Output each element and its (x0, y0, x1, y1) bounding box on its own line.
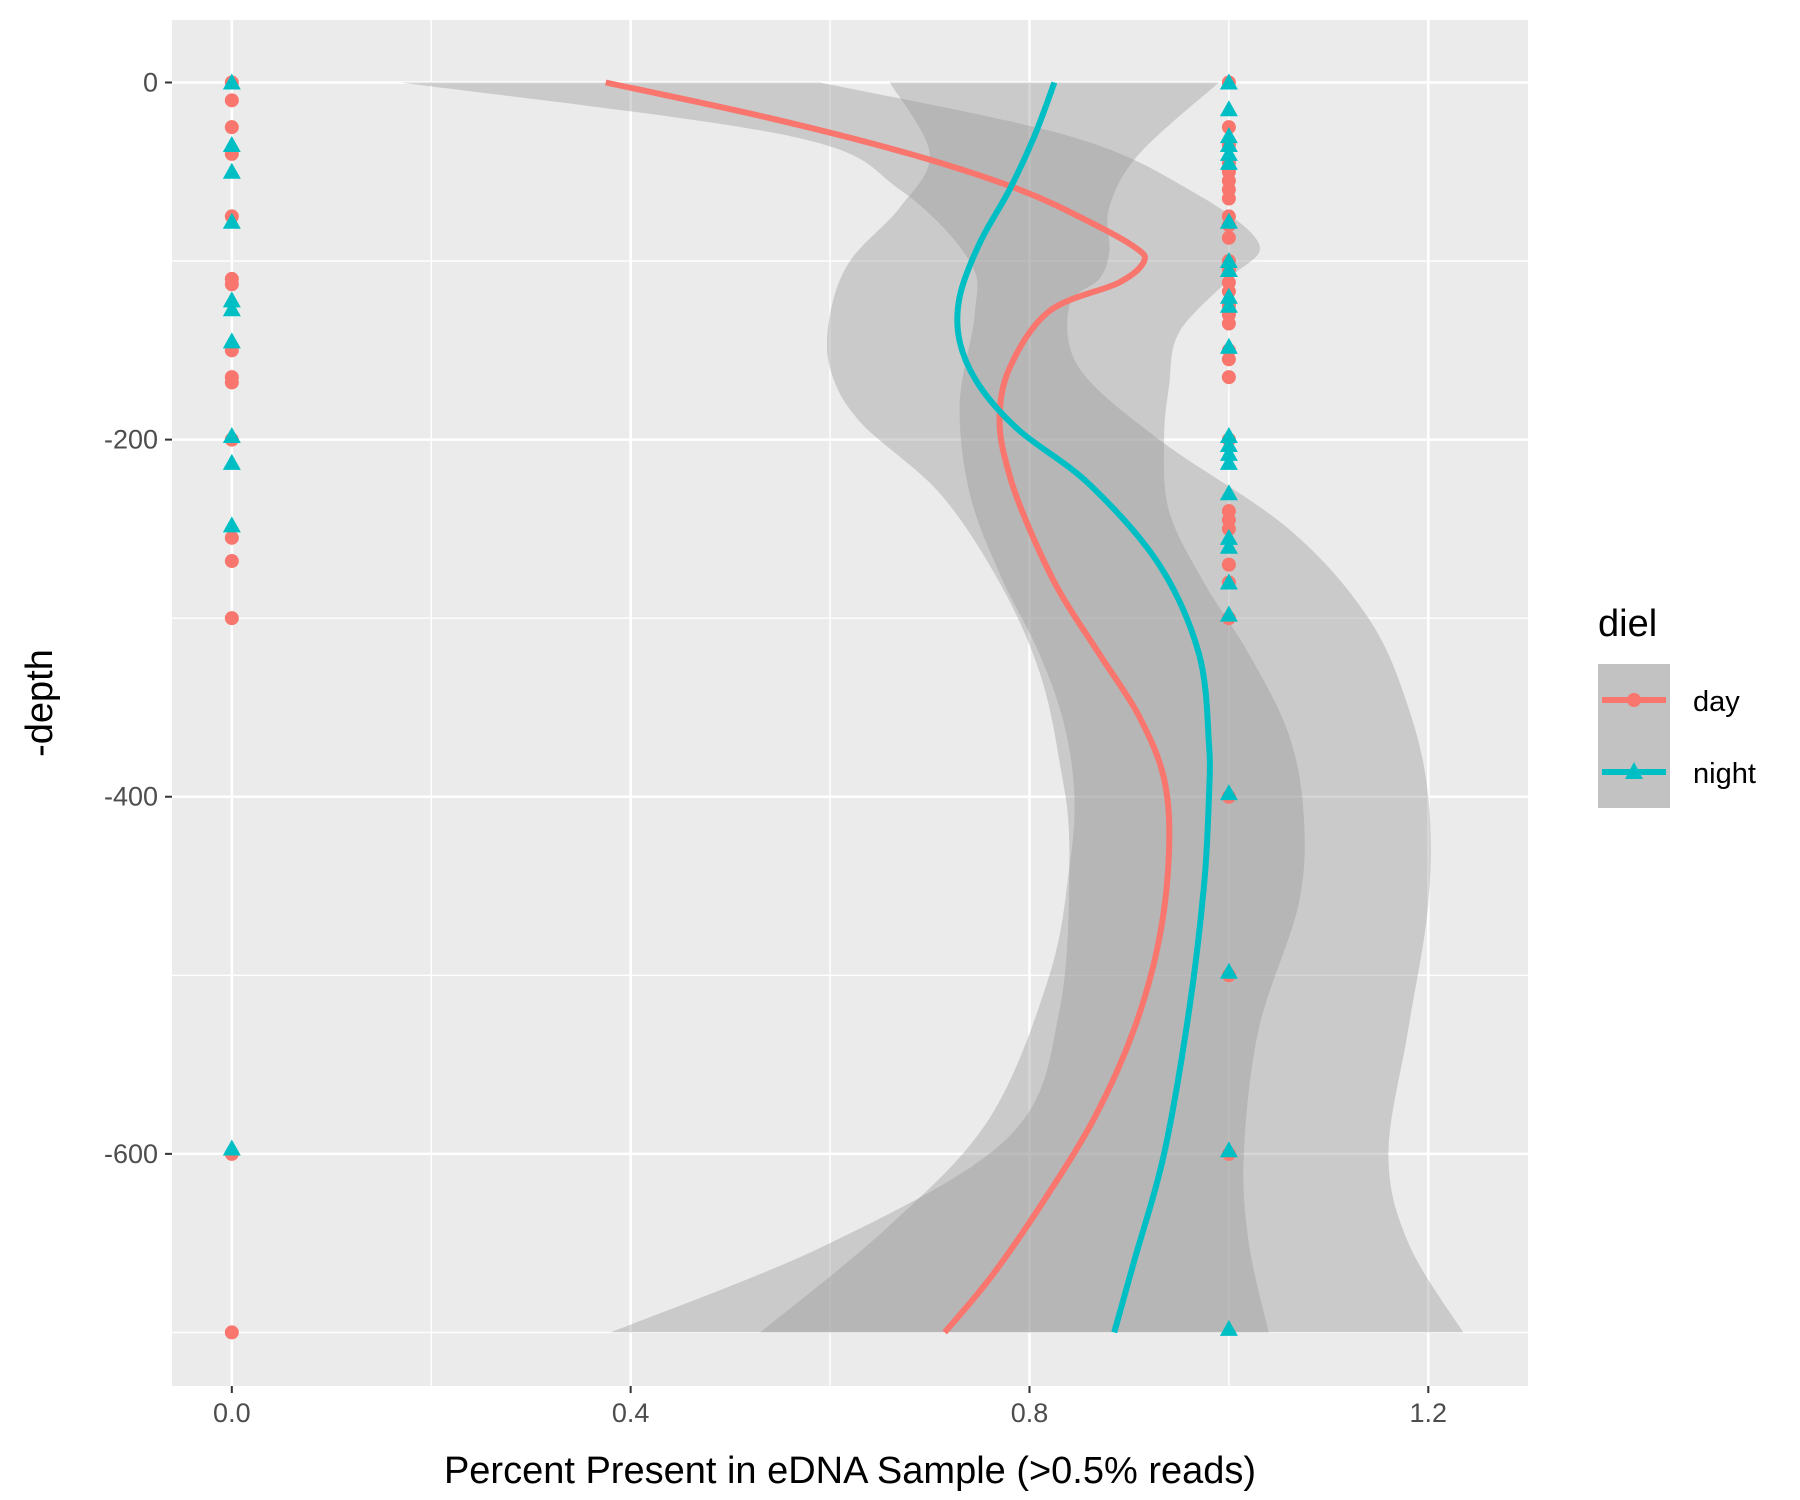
point-night (1219, 73, 1238, 90)
y-tick-label: -400 (104, 782, 158, 812)
plot-panel (172, 20, 1528, 1386)
legend-label-night: night (1693, 758, 1756, 790)
y-tick-label: -600 (104, 1139, 158, 1169)
legend-key-day-marker (1627, 693, 1641, 707)
x-axis-title: Percent Present in eDNA Sample (>0.5% re… (444, 1450, 1256, 1492)
point-night (1219, 144, 1238, 161)
grid-minor (172, 20, 1528, 1386)
legend-key-night-marker (1625, 762, 1643, 779)
point-night (1219, 260, 1238, 277)
x-tick-label: 0.8 (1011, 1398, 1049, 1428)
point-night (222, 332, 241, 349)
point-night (1219, 573, 1238, 590)
smooth-line-day (605, 79, 1173, 1335)
legend-title: diel (1598, 603, 1657, 645)
point-night (222, 291, 241, 308)
point-night (222, 135, 241, 152)
point-day (224, 120, 239, 135)
point-night (1219, 435, 1238, 452)
point-night (1219, 212, 1238, 229)
x-axis-ticks: 0.0 0.4 0.8 1.2 (213, 1386, 1447, 1428)
x-tick-label: 1.2 (1410, 1398, 1448, 1428)
point-day (224, 1325, 239, 1340)
point-night (1219, 784, 1238, 801)
point-day (224, 375, 239, 390)
band-day (401, 82, 1305, 1333)
y-tick-label: -200 (104, 425, 158, 455)
point-night (222, 162, 241, 179)
band-night (610, 82, 1464, 1333)
point-night (1219, 453, 1238, 470)
smooth-line-night (954, 81, 1213, 1334)
smooth-lines (605, 79, 1213, 1335)
point-night (1219, 337, 1238, 354)
point-day (1221, 557, 1236, 572)
point-night (222, 427, 241, 444)
legend-label-day: day (1693, 686, 1740, 718)
x-tick-label: 0.4 (612, 1398, 650, 1428)
y-tick-label: 0 (143, 67, 158, 97)
x-tick-label: 0.0 (213, 1398, 251, 1428)
point-night (222, 453, 241, 470)
grid-major (172, 20, 1528, 1386)
point-night (222, 212, 241, 229)
point-day (1221, 316, 1236, 331)
point-night (1219, 153, 1238, 170)
point-day (224, 93, 239, 108)
point-night (1219, 296, 1238, 313)
point-night (1219, 444, 1238, 461)
y-axis-title: -depth (19, 649, 61, 757)
point-day (1221, 230, 1236, 245)
point-night (1219, 1141, 1238, 1158)
point-day (1221, 191, 1236, 206)
y-axis-ticks: 0 -200 -400 -600 (104, 67, 172, 1169)
point-night (1219, 605, 1238, 622)
confidence-bands (401, 82, 1464, 1333)
data-points (222, 73, 1238, 1340)
point-night (1219, 287, 1238, 304)
point-day (224, 611, 239, 626)
point-night (1219, 484, 1238, 501)
point-night (1219, 427, 1238, 444)
point-night (222, 516, 241, 533)
point-night (1219, 962, 1238, 979)
point-night (222, 1139, 241, 1156)
point-day (224, 277, 239, 292)
point-night (1219, 528, 1238, 545)
point-day (224, 530, 239, 545)
point-night (1219, 1319, 1238, 1336)
point-night (1219, 135, 1238, 152)
legend: diel day night (1598, 603, 1756, 808)
point-night (1219, 100, 1238, 117)
point-night (222, 300, 241, 317)
point-day (1221, 352, 1236, 367)
point-night (1219, 537, 1238, 554)
point-night (1219, 252, 1238, 269)
point-day (224, 554, 239, 569)
point-night (222, 73, 241, 90)
point-night (1219, 127, 1238, 144)
point-day (1221, 370, 1236, 385)
